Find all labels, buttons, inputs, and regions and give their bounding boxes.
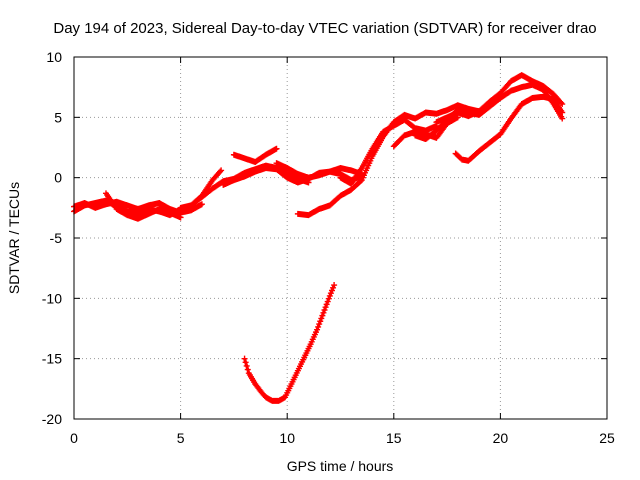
y-tick-label: -10 [42, 290, 62, 306]
series-track-i [337, 116, 440, 187]
y-tick-label: 5 [54, 109, 62, 125]
data-point-markers [273, 160, 365, 181]
x-tick-label: 20 [493, 430, 509, 446]
x-tick-label: 15 [386, 430, 402, 446]
axis-ticks: 0 5 10 15 20 25 -20 -15 -10 -5 0 5 10 [42, 49, 615, 446]
y-tick-label: -15 [42, 351, 62, 367]
x-tick-label: 10 [279, 430, 295, 446]
x-tick-label: 5 [177, 430, 185, 446]
x-tick-label: 0 [70, 430, 78, 446]
y-axis-label: SDTVAR / TECUs [6, 182, 22, 294]
y-tick-label: 10 [46, 49, 62, 65]
y-tick-label: 0 [54, 170, 62, 186]
data-points [71, 72, 566, 404]
y-tick-label: -20 [42, 411, 62, 427]
series-track-f [230, 145, 280, 165]
y-tick-label: -5 [50, 230, 63, 246]
data-point-markers [241, 282, 338, 404]
data-point-markers [452, 93, 566, 164]
chart-title: Day 194 of 2023, Sidereal Day-to-day VTE… [53, 20, 596, 37]
series-track-n [241, 282, 338, 404]
series-track-g [273, 160, 365, 181]
data-point-markers [433, 72, 566, 126]
data-point-markers [230, 145, 280, 165]
series-track-m [452, 93, 566, 164]
data-point-markers [294, 102, 483, 219]
series-track-c [102, 190, 184, 222]
x-axis-label: GPS time / hours [287, 458, 394, 474]
data-point-markers [337, 116, 440, 187]
x-tick-label: 25 [599, 430, 615, 446]
data-point-markers [102, 190, 184, 222]
grid [74, 57, 607, 419]
series-track-l [433, 72, 566, 126]
